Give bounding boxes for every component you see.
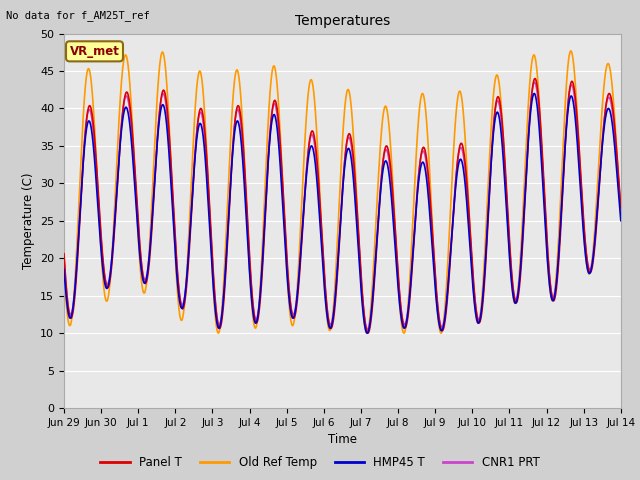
Title: Temperatures: Temperatures: [295, 14, 390, 28]
Text: No data for f_AM25T_ref: No data for f_AM25T_ref: [6, 10, 150, 21]
X-axis label: Time: Time: [328, 433, 357, 446]
Y-axis label: Temperature (C): Temperature (C): [22, 172, 35, 269]
Text: VR_met: VR_met: [70, 45, 120, 58]
Legend: Panel T, Old Ref Temp, HMP45 T, CNR1 PRT: Panel T, Old Ref Temp, HMP45 T, CNR1 PRT: [95, 452, 545, 474]
